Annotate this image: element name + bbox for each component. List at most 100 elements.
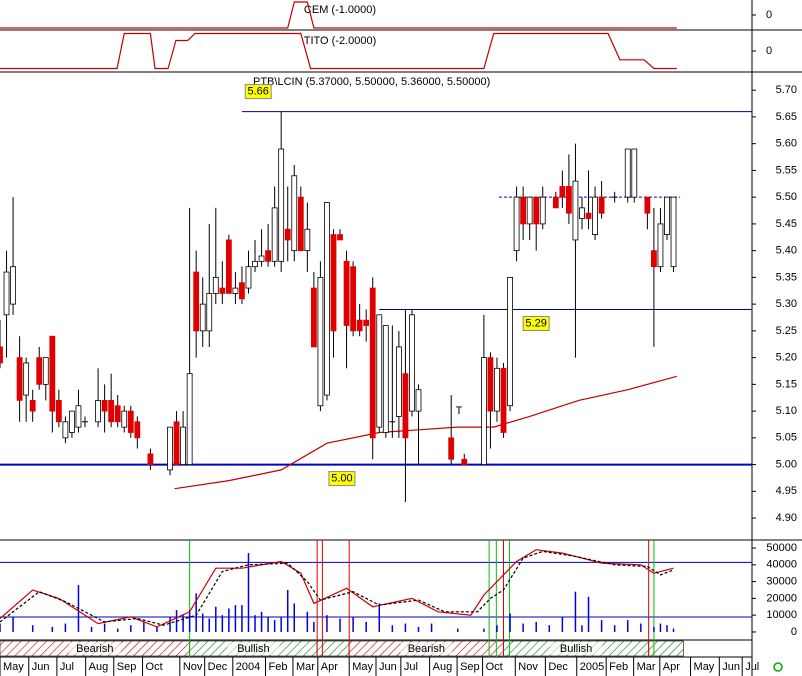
level-label-box (244, 84, 272, 100)
trend-label: Bullish (560, 643, 592, 655)
y-tick-label: 0 (766, 45, 772, 57)
candle-body (585, 212, 592, 219)
candle-body (108, 400, 115, 423)
candle-body (480, 357, 487, 465)
y-tick-label: 5.40 (776, 245, 797, 257)
candle-body (376, 314, 383, 428)
indicator-title: CEM (-1.0000) (304, 4, 376, 16)
y-tick-label: 0 (766, 9, 772, 21)
candle-body (114, 405, 121, 423)
x-tick-label: Aug (89, 661, 109, 673)
candle-body (624, 148, 631, 198)
candle-body (494, 367, 500, 412)
x-tick-label: Oct (146, 661, 163, 673)
y-tick-label: 5.10 (776, 405, 797, 417)
candle-body (29, 400, 36, 412)
x-tick-label: Jul (745, 661, 759, 673)
y-tick-label: 4.95 (776, 485, 797, 497)
y-tick-label: 0 (791, 626, 797, 638)
candle-body (409, 314, 415, 412)
candle-body (101, 400, 108, 412)
candle-body (252, 260, 258, 268)
candle-body (461, 458, 468, 465)
candle-body (657, 223, 664, 268)
candle-body (127, 410, 134, 433)
y-tick-label: 5.35 (776, 271, 797, 283)
candle-body (382, 325, 389, 433)
candle-body (199, 303, 206, 332)
candle-body (513, 196, 520, 252)
y-tick-label: 10000 (766, 609, 797, 621)
candle-body (16, 357, 23, 401)
candle-body (448, 437, 455, 460)
candle-body (42, 357, 49, 385)
candle-body (533, 196, 540, 225)
y-tick-label: 5.05 (776, 432, 797, 444)
candle-body (291, 175, 298, 252)
x-tick-label: Feb (609, 661, 628, 673)
candle-body (415, 389, 422, 412)
chart-title: PTB\LCIN (5.37000, 5.50000, 5.36000, 5.5… (253, 76, 490, 88)
candle-body (395, 346, 402, 417)
candle-body (526, 196, 533, 225)
x-tick-label: Nov (183, 661, 203, 673)
annotation: T (456, 405, 463, 417)
candle-body (356, 319, 363, 332)
x-tick-label: May (694, 661, 715, 673)
y-tick-label: 5.00 (776, 458, 797, 470)
candle-body (297, 196, 304, 252)
candle-body (258, 255, 265, 262)
candle-body (186, 373, 193, 465)
candle-body (69, 410, 75, 433)
candle-body (572, 180, 579, 241)
trend-label: Bullish (237, 643, 269, 655)
candle-body (592, 196, 598, 235)
candle-body (239, 282, 245, 300)
line (0, 1, 677, 29)
y-tick-label: 50000 (766, 542, 797, 554)
y-tick-label: 5.70 (776, 84, 797, 96)
y-tick-label: 5.20 (776, 352, 797, 364)
candle-body (121, 410, 128, 428)
x-tick-label: Jun (379, 661, 397, 673)
candle-body (507, 276, 513, 407)
x-tick-label: Apr (321, 661, 338, 673)
candle-body (670, 196, 677, 268)
candle-body (3, 271, 10, 316)
candle-body (664, 196, 670, 235)
candle-body (173, 421, 180, 465)
candle-body (147, 453, 154, 465)
y-tick-label: 5.65 (776, 111, 797, 123)
x-tick-label: 2005 (580, 661, 604, 673)
candle-body (193, 271, 200, 332)
x-tick-label: Oct (486, 661, 503, 673)
candle-body (271, 207, 278, 262)
level-label-box (328, 471, 356, 487)
candle-body (278, 148, 285, 262)
candle-body (206, 293, 213, 332)
candle-body (317, 276, 324, 407)
trend-label: Bearish (408, 643, 445, 655)
candle-body (304, 228, 311, 252)
x-tick-label: May (3, 661, 24, 673)
candle-body (552, 196, 559, 209)
candle-body (167, 426, 173, 471)
candle-body (539, 196, 546, 225)
x-tick-label: Mar (637, 661, 656, 673)
candle-body (10, 266, 16, 305)
candle-body (579, 207, 585, 219)
line (0, 550, 674, 626)
y-tick-label: 5.50 (776, 191, 797, 203)
y-tick-label: 5.55 (776, 164, 797, 176)
candle-body (219, 287, 226, 294)
candle-body (324, 202, 330, 396)
candle-body (369, 287, 376, 439)
x-tick-label: May (352, 661, 373, 673)
candle-body (75, 405, 82, 428)
candle-body (631, 148, 638, 198)
line (0, 32, 677, 70)
x-tick-label: Jul (404, 661, 418, 673)
candle-body (644, 196, 651, 214)
x-tick-label: Apr (663, 661, 680, 673)
